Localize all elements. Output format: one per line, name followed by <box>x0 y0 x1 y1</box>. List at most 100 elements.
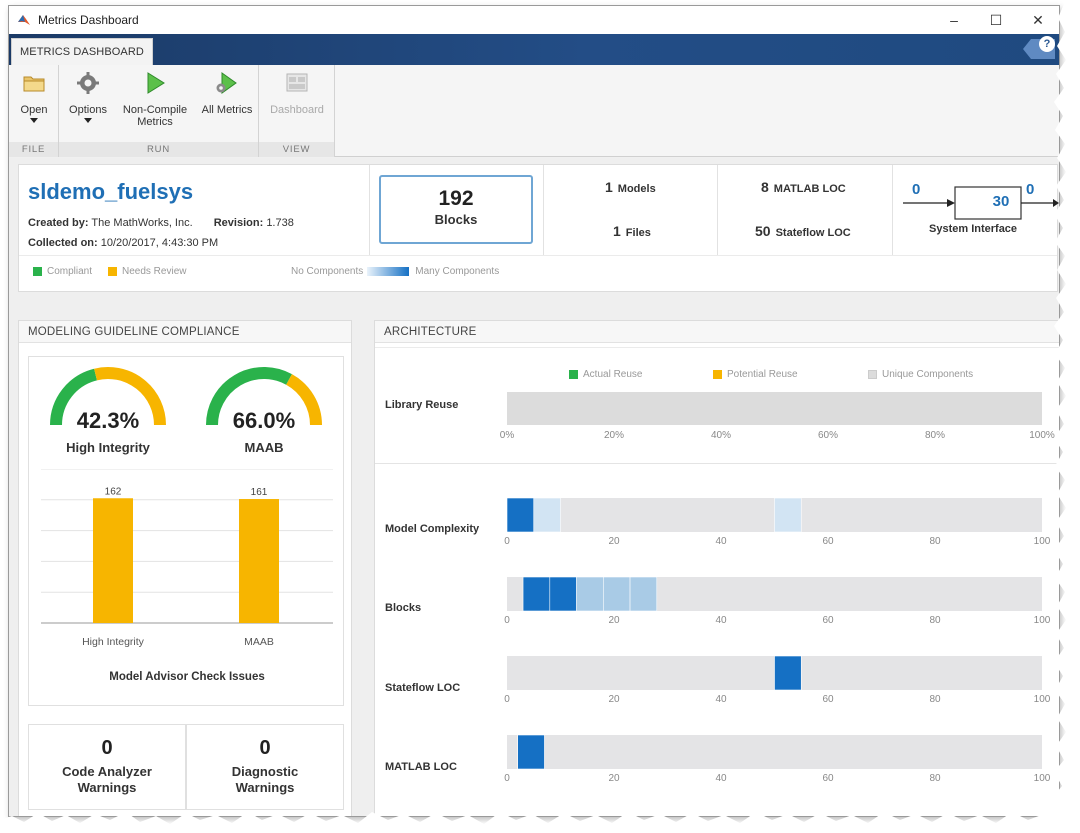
gauge-value-maab: 66.0% <box>232 408 296 433</box>
dashboard-content: sldemo_fuelsys Created by: The MathWorks… <box>9 158 1060 817</box>
blocks-card[interactable]: 192 Blocks <box>379 175 533 244</box>
histogram-cell <box>517 734 545 770</box>
architecture-panel: ARCHITECTURE Actual Reuse Potential Reus… <box>374 320 1060 817</box>
non-compile-metrics-button[interactable]: Non-Compile Metrics <box>115 71 195 128</box>
histogram-tick-label: 60 <box>822 773 834 784</box>
blocks-count: 192 <box>438 187 474 210</box>
histogram-cell <box>522 576 551 612</box>
system-interface-diagram[interactable] <box>899 177 1059 247</box>
compliance-card[interactable]: 42.3% High Integrity 66.0% MAAB 162 High … <box>28 356 344 706</box>
title-bar: Metrics Dashboard – ☐ ✕ <box>9 6 1059 34</box>
issues-chart-title: Model Advisor Check Issues <box>109 671 265 683</box>
legend-no-components-label: No Components <box>291 266 364 277</box>
library-tick-label: 60% <box>818 430 838 441</box>
compliance-title: MODELING GUIDELINE COMPLIANCE <box>19 321 351 343</box>
dashboard-button[interactable]: Dashboard <box>265 71 329 116</box>
open-button[interactable]: Open <box>13 71 55 123</box>
legend-components: No Components Many Components <box>291 266 499 277</box>
diagnostic-label-2: Warnings <box>235 780 295 795</box>
matlab-loc-stat[interactable]: 8 MATLAB LOC <box>761 179 846 195</box>
category-label: MAAB <box>244 636 274 648</box>
model-advisor-issues-chart[interactable]: 162 High Integrity 161 MAAB <box>29 469 345 679</box>
models-label: Models <box>617 183 656 195</box>
created-by-label: Created by: <box>28 217 89 229</box>
interface-inputs: 0 <box>912 181 921 198</box>
histogram-tick-label: 100 <box>1034 536 1051 547</box>
help-icon[interactable]: ? <box>1039 36 1055 52</box>
histogram-cell <box>576 576 604 612</box>
metrics-dashboard-window: Metrics Dashboard – ☐ ✕ METRICS DASHBOAR… <box>8 5 1060 817</box>
created-by-value: The MathWorks, Inc. <box>91 217 193 229</box>
models-stat[interactable]: 1 Models <box>605 179 656 195</box>
diagnostic-count: 0 <box>259 737 271 759</box>
options-button[interactable]: Options <box>65 71 111 123</box>
histogram-tick-label: 40 <box>715 615 727 626</box>
architecture-charts[interactable]: 0% 20% 40% 60% 80% 100% 0 20 40 60 80 100 0 20 40 60 80 1… <box>375 321 1060 817</box>
histogram-tick-label: 0 <box>504 615 510 626</box>
bar-data-label: 161 <box>251 487 268 498</box>
options-label: Options <box>69 104 107 116</box>
library-tick-label: 80% <box>925 430 945 441</box>
code-analyzer-count: 0 <box>101 737 113 759</box>
dashboard-label: Dashboard <box>270 104 324 116</box>
interface-blocks: 30 <box>992 193 1010 210</box>
files-label: Files <box>625 227 651 239</box>
collected-on: Collected on: 10/20/2017, 4:43:30 PM <box>28 237 218 249</box>
needs-review-swatch <box>108 267 117 276</box>
histogram-cell <box>549 576 577 612</box>
dashboard-icon <box>286 73 308 92</box>
ribbon-group-run: Options Non-Compile Metrics All Metrics … <box>59 65 259 157</box>
histogram-tick-label: 40 <box>715 536 727 547</box>
group-label-view: VIEW <box>259 142 334 157</box>
library-tick-label: 0% <box>500 430 515 441</box>
library-reuse-unique-bar <box>507 392 1042 425</box>
ribbon-group-view: Dashboard VIEW <box>259 65 335 157</box>
close-button[interactable]: ✕ <box>1032 11 1044 28</box>
group-label-file: FILE <box>9 142 58 157</box>
ribbon: Open FILE Options Non-Compile Metr <box>9 65 1059 157</box>
histogram-tick-label: 100 <box>1034 694 1051 705</box>
revision-value: 1.738 <box>266 217 294 229</box>
ribbon-group-file: Open FILE <box>9 65 59 157</box>
minimize-button[interactable]: – <box>950 12 958 28</box>
chevron-down-icon <box>30 118 38 123</box>
legend-needs-review: Needs Review <box>108 266 186 277</box>
histogram-tick-label: 20 <box>608 536 620 547</box>
chevron-down-icon <box>84 118 92 123</box>
histogram-tick-label: 100 <box>1034 615 1051 626</box>
histogram-tick-label: 0 <box>504 694 510 705</box>
histogram-tick-label: 80 <box>929 694 941 705</box>
library-tick-label: 40% <box>711 430 731 441</box>
maximize-button[interactable]: ☐ <box>989 11 1003 28</box>
revision-label: Revision: <box>213 217 264 229</box>
histogram-background <box>507 735 1042 769</box>
library-tick-label: 100% <box>1029 430 1055 441</box>
files-stat[interactable]: 1 Files <box>613 223 651 239</box>
models-count: 1 <box>605 179 613 195</box>
model-name[interactable]: sldemo_fuelsys <box>28 179 194 204</box>
non-compile-label-2: Metrics <box>137 116 173 128</box>
all-metrics-button[interactable]: All Metrics <box>197 71 257 116</box>
issue-bar <box>93 498 133 623</box>
play-gear-icon <box>216 72 237 94</box>
histogram-tick-label: 20 <box>608 773 620 784</box>
code-analyzer-card[interactable]: 0 Code Analyzer Warnings <box>28 724 186 810</box>
histogram-cell <box>774 655 802 691</box>
category-label: High Integrity <box>82 636 145 648</box>
legend-compliant: Compliant <box>33 266 92 277</box>
legend-compliant-label: Compliant <box>47 266 93 277</box>
summary-panel: sldemo_fuelsys Created by: The MathWorks… <box>18 164 1059 292</box>
diagnostic-card[interactable]: 0 Diagnostic Warnings <box>186 724 344 810</box>
divider <box>369 165 370 255</box>
histogram-cell <box>603 576 631 612</box>
stateflow-loc-stat[interactable]: 50 Stateflow LOC <box>755 223 851 239</box>
histogram-tick-label: 0 <box>504 773 510 784</box>
gear-icon <box>77 72 99 94</box>
histogram-tick-label: 100 <box>1034 773 1051 784</box>
histogram-tick-label: 60 <box>822 615 834 626</box>
created-by: Created by: The MathWorks, Inc. Revision… <box>28 217 294 229</box>
tab-metrics-dashboard[interactable]: METRICS DASHBOARD <box>11 38 153 65</box>
play-icon <box>147 72 165 94</box>
divider <box>717 165 718 255</box>
histogram-tick-label: 80 <box>929 773 941 784</box>
